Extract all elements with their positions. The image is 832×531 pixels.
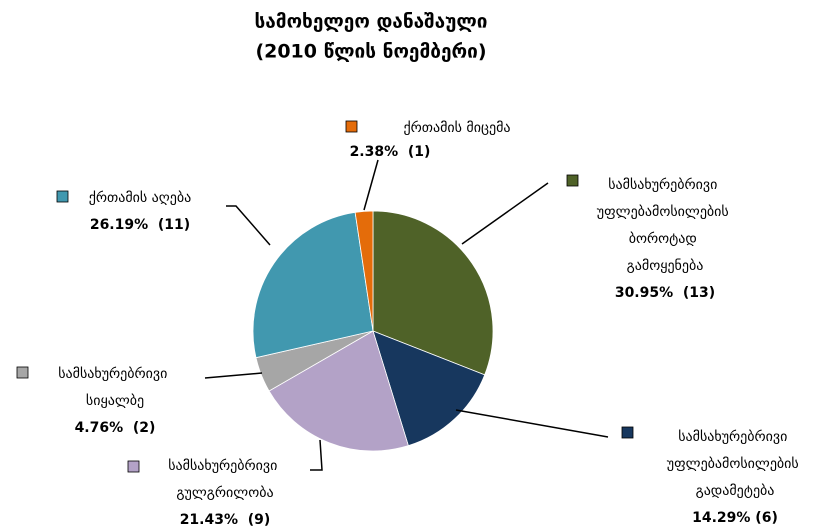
chart-subtitle: (2010 წლის ნოემბერი) — [255, 41, 486, 63]
slice-label: სამსახურებრივი უფლებამოსილების ბოროტად გ… — [597, 176, 733, 274]
legend-swatch — [566, 174, 579, 187]
legend-swatch — [621, 426, 634, 439]
leader-line — [204, 372, 263, 379]
pie-slice — [268, 330, 409, 452]
pie-slice — [372, 210, 494, 376]
value-label: 26.19% (11) — [90, 217, 190, 233]
slice-label: სამსახურებრივი უფლებამოსილების გადამეტებ… — [667, 428, 803, 499]
leader-line — [310, 439, 323, 471]
label-line: სამსახურებრივი — [58, 365, 172, 382]
value-label: 21.43% (9) — [180, 512, 271, 528]
label-line: ქრთამის მიცემა — [403, 119, 510, 136]
value-label: 2.38% (1) — [350, 144, 431, 160]
leader-line — [226, 205, 271, 246]
leader-line — [461, 182, 549, 245]
slice-label: ქრთამის მიცემა — [403, 119, 510, 136]
legend-swatch — [127, 460, 140, 473]
chart-title: სამოხელეო დანაშაული — [254, 11, 487, 33]
slice-label: სამსახურებრივი სიყალბე — [58, 365, 172, 409]
legend-swatch — [345, 120, 358, 133]
leader-line — [455, 409, 609, 438]
label-line: გულგრილობა — [176, 484, 273, 501]
legend-swatch — [56, 190, 69, 203]
label-line: სამსახურებრივი — [168, 457, 282, 474]
label-line: ქრთამის აღება — [89, 189, 192, 206]
label-line: უფლებამოსილების — [597, 204, 733, 220]
value-label: 30.95% (13) — [615, 285, 715, 301]
legend-swatch — [16, 366, 29, 379]
pie-slice — [354, 210, 374, 332]
label-line: სამსახურებრივი — [608, 176, 722, 193]
value-label: 4.76% (2) — [75, 420, 156, 436]
pie-slice — [372, 330, 486, 447]
label-line: სამსახურებრივი — [678, 428, 792, 445]
label-line: გამოყენება — [627, 258, 704, 274]
label-line: ბოროტად — [629, 230, 702, 247]
pie-slice — [252, 211, 374, 359]
slice-label: სამსახურებრივი გულგრილობა — [168, 457, 282, 501]
slice-label: ქრთამის აღება — [89, 189, 192, 206]
label-line: გადამეტება — [696, 483, 775, 499]
label-line: უფლებამოსილების — [667, 456, 803, 472]
value-label: 14.29% (6) — [692, 510, 778, 526]
label-line: სიყალბე — [86, 393, 144, 409]
leader-line — [363, 159, 379, 211]
